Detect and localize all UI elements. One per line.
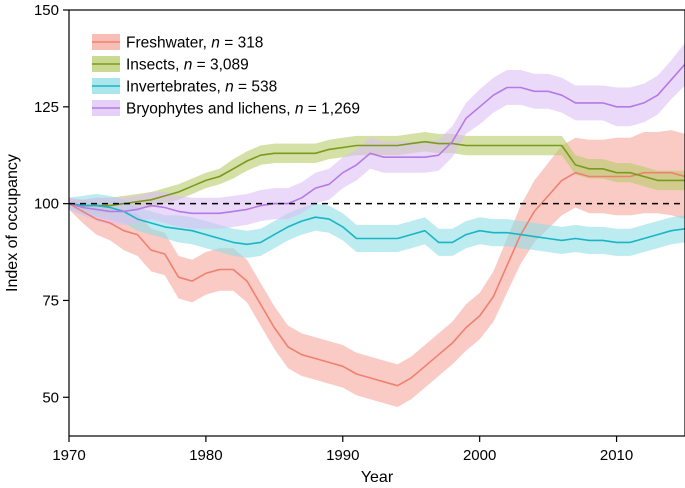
x-tick-label: 1970 xyxy=(52,447,85,464)
plot-frame xyxy=(68,9,685,437)
y-axis: 50 75 100 125 150 xyxy=(34,2,69,406)
band-invertebrates xyxy=(69,194,685,258)
y-tick-label: 150 xyxy=(34,2,59,19)
legend-entry: Insects, n = 3,089 xyxy=(126,57,249,74)
line-freshwater xyxy=(68,171,685,387)
confidence-bands xyxy=(69,42,685,407)
legend-entry: Invertebrates, n = 538 xyxy=(126,79,277,96)
y-tick-label: 50 xyxy=(42,389,59,406)
x-tick-label: 2010 xyxy=(600,447,633,464)
band-insects xyxy=(69,132,685,214)
band-freshwater xyxy=(69,130,685,407)
line-insects xyxy=(68,140,685,207)
x-tick-label: 1980 xyxy=(189,447,222,464)
band-bryophytes-and-lichens xyxy=(69,42,685,229)
legend: Freshwater, n = 318 Insects, n = 3,089 Inv… xyxy=(92,34,360,118)
x-axis: 1970 1980 1990 2000 2010 xyxy=(52,436,633,464)
x-tick-label: 1990 xyxy=(326,447,359,464)
y-tick-label: 75 xyxy=(42,292,59,309)
legend-entry: Freshwater, n = 318 xyxy=(126,35,263,52)
x-axis-title: Year xyxy=(361,469,394,486)
line-invertebrates xyxy=(68,202,685,246)
x-tick-label: 2000 xyxy=(463,447,496,464)
y-tick-label: 125 xyxy=(34,99,59,116)
y-axis-title: Index of occupancy xyxy=(4,154,21,292)
line-bryophytes-and-lichens xyxy=(68,63,685,215)
legend-entry: Bryophytes and lichens, n = 1,269 xyxy=(126,101,360,118)
y-tick-label: 100 xyxy=(34,196,59,213)
series-lines xyxy=(68,63,685,387)
